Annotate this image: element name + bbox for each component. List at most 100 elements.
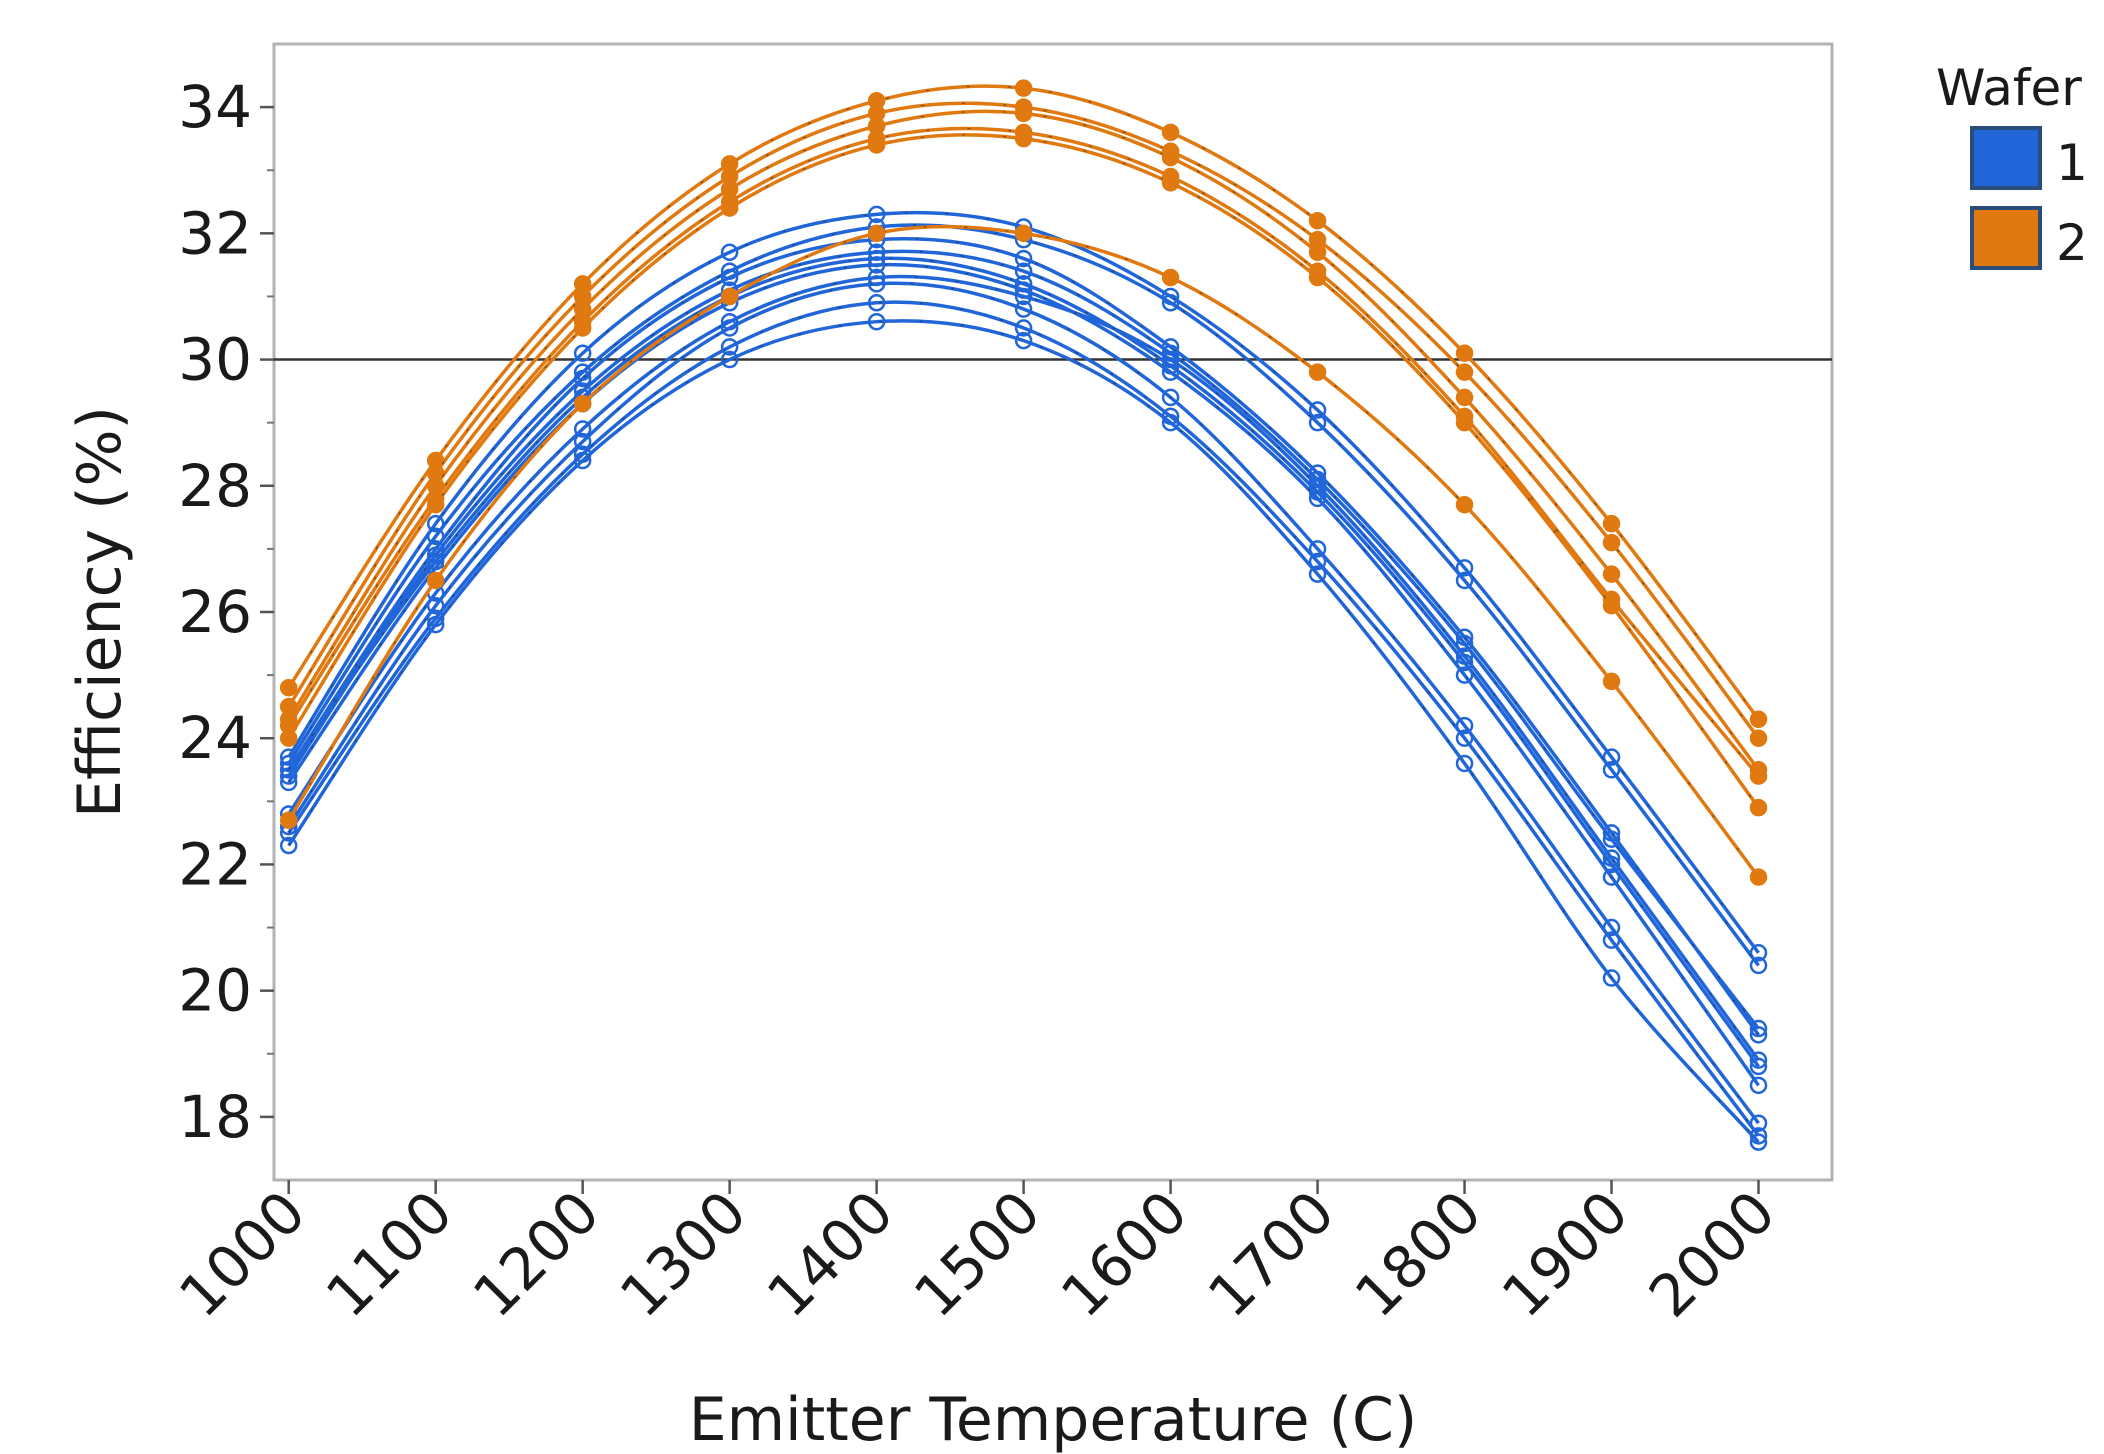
y-tick-label: 18 — [178, 1083, 252, 1151]
data-point — [279, 773, 298, 792]
series-path — [287, 236, 1760, 1036]
data-point — [1308, 211, 1327, 230]
data-point — [1014, 79, 1033, 97]
x-axis-title: Emitter Temperature (C) — [689, 1385, 1418, 1454]
data-point — [1014, 262, 1033, 280]
x-tick-label: 1200 — [460, 1178, 612, 1330]
data-point — [1455, 363, 1474, 381]
data-point — [1749, 767, 1768, 785]
data-point — [720, 243, 739, 262]
y-tick-label: 20 — [178, 957, 252, 1025]
legend-label-2: 2 — [2056, 214, 2088, 272]
legend-title: Wafer — [1936, 59, 2082, 117]
series-path — [287, 256, 1760, 1068]
data-point — [1455, 729, 1474, 747]
data-point — [1602, 868, 1621, 886]
data-point — [1602, 672, 1621, 691]
legend: Wafer 1 2 — [1936, 59, 2088, 272]
data-point — [573, 319, 592, 337]
data-point — [426, 615, 445, 634]
data-point — [1161, 413, 1180, 432]
data-point — [279, 678, 298, 697]
data-point — [1602, 969, 1621, 987]
data-point — [1455, 344, 1474, 362]
y-tick-label: 34 — [178, 73, 252, 141]
data-point — [1455, 647, 1474, 665]
data-point — [1308, 363, 1327, 381]
x-tick-label: 1300 — [607, 1178, 759, 1330]
data-point — [1308, 413, 1327, 432]
data-point — [1455, 716, 1474, 735]
y-tick-label: 28 — [178, 452, 252, 520]
data-point — [720, 268, 739, 287]
data-point — [1308, 489, 1327, 508]
series-line-wafer-2-1 — [279, 79, 1768, 729]
data-point — [573, 369, 592, 388]
data-point — [867, 294, 886, 312]
series-path-overlay — [288, 110, 1759, 771]
data-point — [1602, 514, 1621, 533]
legend-label-1: 1 — [2056, 134, 2088, 192]
data-point — [573, 394, 592, 413]
series-path — [287, 262, 1760, 1087]
data-point — [1602, 533, 1621, 552]
data-point — [1455, 413, 1474, 432]
series-group-wafer-1 — [279, 205, 1768, 1151]
data-point — [720, 199, 739, 217]
series-path-overlay — [288, 301, 1759, 1137]
data-point — [1308, 268, 1327, 287]
y-tick-label: 22 — [178, 830, 252, 898]
data-point — [1161, 268, 1180, 287]
legend-swatch-2 — [1970, 206, 2042, 270]
data-point — [867, 136, 886, 154]
data-point — [1308, 552, 1327, 571]
data-point — [1455, 495, 1474, 514]
data-point — [867, 275, 886, 293]
data-point — [1455, 634, 1474, 653]
y-tick-label: 32 — [178, 199, 252, 267]
data-point — [1455, 666, 1474, 684]
data-point — [720, 350, 739, 369]
plot-area — [272, 42, 1834, 1182]
series-line-wafer-2-3 — [279, 104, 1768, 779]
data-point — [279, 836, 298, 855]
data-point — [1308, 401, 1327, 419]
data-point — [426, 495, 445, 514]
data-point — [720, 338, 739, 356]
data-point — [573, 451, 592, 470]
data-point — [1749, 1051, 1768, 1069]
series-path — [287, 249, 1760, 1030]
data-point — [1749, 1076, 1768, 1095]
data-point — [1161, 294, 1180, 312]
data-point — [1308, 540, 1327, 558]
x-tick-label: 1900 — [1489, 1178, 1641, 1330]
data-point — [1308, 243, 1327, 262]
data-point — [426, 596, 445, 615]
data-point — [1602, 761, 1621, 779]
data-point — [1455, 559, 1474, 577]
data-point — [279, 729, 298, 747]
x-tick-label: 1700 — [1195, 1178, 1347, 1330]
data-point — [1602, 596, 1621, 615]
y-tick-label: 26 — [178, 578, 252, 646]
data-point — [1455, 571, 1474, 590]
x-tick-label: 1400 — [754, 1178, 906, 1330]
x-tick-label: 1000 — [166, 1178, 318, 1330]
data-point — [1014, 300, 1033, 318]
data-point — [867, 224, 886, 243]
data-point — [1161, 123, 1180, 142]
data-point — [279, 811, 298, 830]
y-axis: 18 20 22 24 26 28 30 32 34 — [178, 73, 274, 1151]
data-point — [1602, 830, 1621, 848]
series-line-wafer-1-9 — [279, 294, 1768, 1145]
data-point — [1161, 363, 1180, 381]
data-point — [1749, 956, 1768, 975]
data-point — [426, 571, 445, 590]
series-line-wafer-1-10 — [279, 312, 1768, 1151]
series-line-wafer-1-8 — [279, 275, 1768, 1132]
data-point — [1014, 331, 1033, 350]
data-point — [1014, 249, 1033, 268]
data-point — [720, 287, 739, 306]
series-path — [287, 281, 1760, 1125]
